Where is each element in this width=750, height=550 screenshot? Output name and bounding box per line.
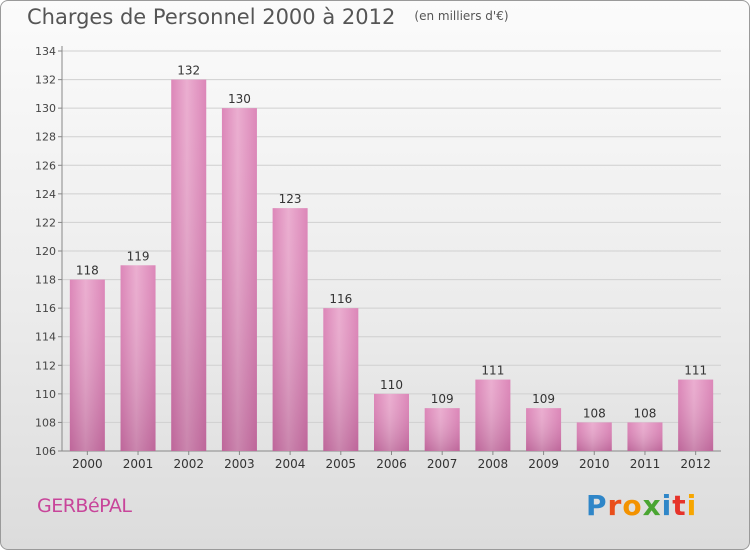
bar-shade-2008	[475, 379, 511, 451]
bars	[69, 79, 714, 452]
x-tick-label: 2006	[376, 457, 407, 471]
x-tick-label: 2009	[528, 457, 559, 471]
bar-shade-2009	[526, 408, 562, 451]
brand-letter: r	[607, 489, 623, 522]
x-tick-label: 2001	[123, 457, 154, 471]
data-label: 109	[431, 392, 454, 406]
y-tick-label: 134	[35, 45, 56, 58]
data-label: 108	[634, 406, 657, 420]
data-label: 110	[380, 378, 403, 392]
x-tick-label: 2003	[224, 457, 255, 471]
labels: 106 108 110 112 114 116 118 120 122 124 126 128 130 1…	[35, 45, 711, 471]
y-tick-label: 132	[35, 74, 56, 87]
x-tick-label: 2008	[478, 457, 509, 471]
bar-shade-2000	[69, 279, 105, 451]
chart-title: Charges de Personnel 2000 à 2012	[27, 5, 396, 29]
y-tick-label: 110	[35, 388, 56, 401]
data-label: 111	[481, 364, 504, 378]
brand-letter: i	[661, 489, 673, 522]
bar-shade-2012	[678, 379, 714, 451]
bar-shade-2001	[120, 265, 156, 451]
y-tick-label: 124	[35, 188, 56, 201]
brand-letter: i	[686, 489, 698, 522]
brand-letter: t	[672, 489, 687, 522]
chart-subtitle: (en milliers d'€)	[414, 9, 509, 23]
brand-letter: x	[642, 489, 662, 522]
brand-logo: Proxiti	[586, 489, 697, 522]
x-tick-label: 2012	[680, 457, 711, 471]
y-tick-label: 118	[35, 274, 56, 287]
x-tick-label: 2010	[579, 457, 610, 471]
data-label: 116	[329, 292, 352, 306]
bar-shade-2011	[627, 422, 663, 451]
x-tick-label: 2005	[326, 457, 357, 471]
y-tick-label: 108	[35, 416, 56, 429]
bar-shade-2007	[424, 408, 460, 451]
y-tick-label: 128	[35, 131, 56, 144]
y-tick-label: 114	[35, 331, 56, 344]
bar-shade-2010	[576, 422, 612, 451]
x-tick-label: 2000	[72, 457, 103, 471]
y-tick-label: 116	[35, 302, 56, 315]
x-tick-label: 2004	[275, 457, 306, 471]
brand-letter: o	[622, 489, 643, 522]
y-tick-label: 106	[35, 445, 56, 458]
data-label: 118	[76, 264, 99, 278]
y-tick-label: 112	[35, 359, 56, 372]
data-label: 130	[228, 92, 251, 106]
bar-shade-2005	[323, 308, 359, 451]
brand-letter: P	[586, 489, 608, 522]
bar-shade-2003	[221, 108, 257, 452]
bar-shade-2002	[171, 79, 207, 452]
title-row: Charges de Personnel 2000 à 2012 (en mil…	[27, 5, 509, 29]
x-tick-label: 2011	[630, 457, 661, 471]
bar-shade-2004	[272, 208, 308, 451]
city-name: GERBéPAL	[37, 495, 132, 517]
bar-shade-2006	[374, 393, 409, 451]
y-tick-label: 126	[35, 159, 56, 172]
x-tick-label: 2007	[427, 457, 458, 471]
y-tick-label: 130	[35, 102, 56, 115]
data-label: 132	[177, 64, 200, 78]
y-tick-label: 122	[35, 216, 56, 229]
data-label: 123	[279, 192, 302, 206]
data-label: 111	[684, 364, 707, 378]
data-label: 109	[532, 392, 555, 406]
data-label: 108	[583, 406, 606, 420]
y-tick-label: 120	[35, 245, 56, 258]
data-label: 119	[127, 249, 150, 263]
x-tick-label: 2002	[173, 457, 204, 471]
